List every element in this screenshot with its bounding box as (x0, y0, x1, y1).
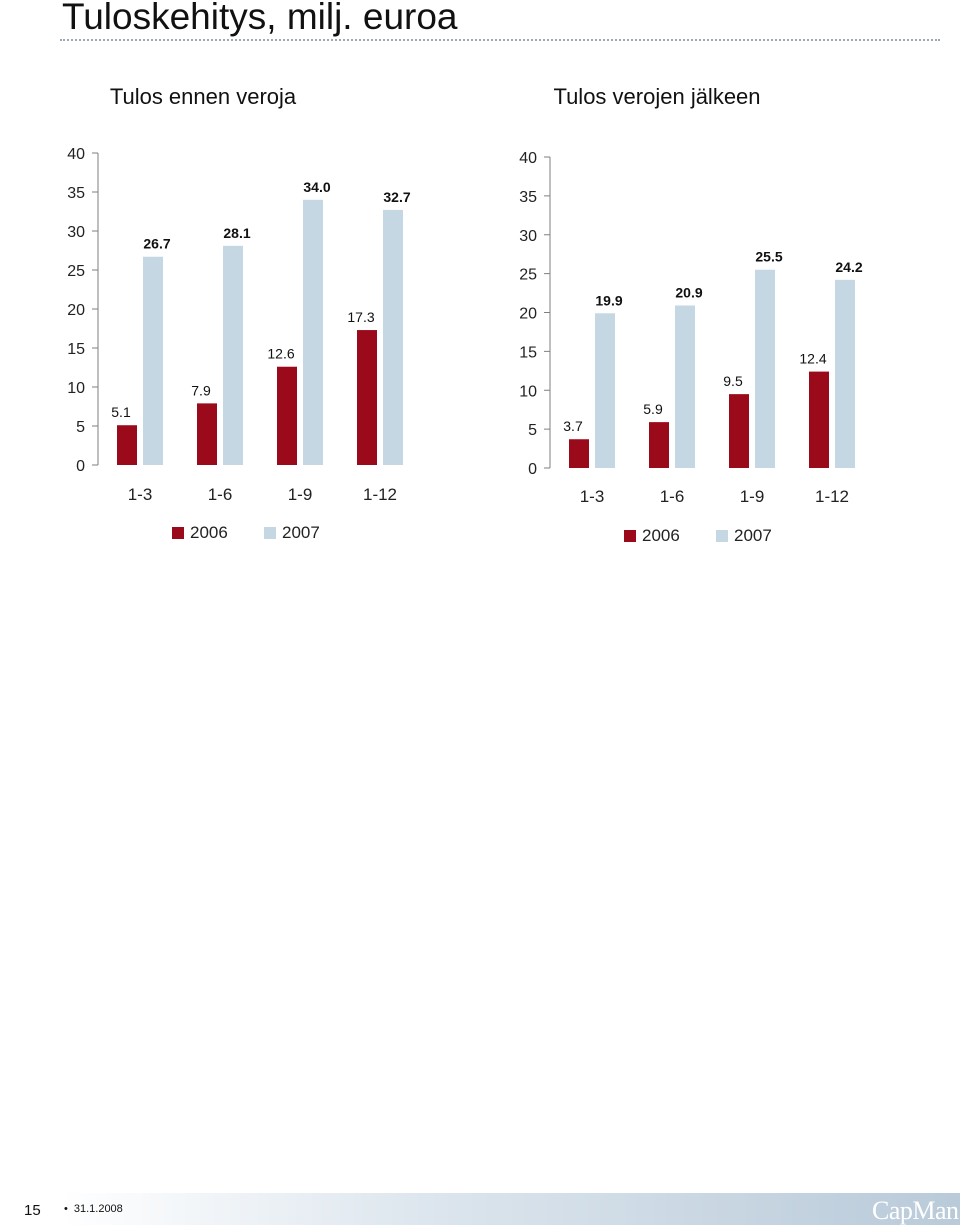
x-tick-label: 1-12 (815, 487, 849, 506)
y-tick-label: 20 (67, 302, 85, 319)
data-label: 7.9 (191, 382, 211, 398)
data-label: 28.1 (223, 225, 250, 241)
bar-2006-1-6 (649, 422, 669, 468)
data-label: 5.9 (643, 401, 663, 417)
y-tick-label: 40 (519, 150, 537, 167)
data-label: 5.1 (111, 404, 131, 420)
y-tick-label: 15 (519, 344, 537, 361)
bar-2006-1-9 (729, 394, 749, 468)
data-label: 12.6 (267, 346, 294, 362)
y-tick-label: 5 (76, 419, 85, 436)
chart-tulos-ennen-veroja: Tulos ennen veroja 0 5 10 15 20 25 30 35 40 5.1 26.… (67, 84, 411, 542)
data-label: 24.2 (835, 259, 862, 275)
y-tick-label: 35 (67, 185, 85, 202)
footer-bar (62, 1193, 960, 1225)
data-label: 20.9 (675, 285, 702, 301)
chart-tulos-verojen-jalkeen: Tulos verojen jälkeen 0 5 10 15 20 25 30 35 40 3.7… (519, 84, 863, 545)
y-tick-label: 0 (528, 461, 537, 478)
y-tick-label: 10 (519, 383, 537, 400)
x-tick-label: 1-12 (363, 485, 397, 504)
bar-2007-1-12 (383, 209, 403, 465)
legend-label-2006: 2006 (642, 526, 680, 545)
page-title: Tuloskehitys, milj. euroa (62, 0, 458, 37)
bar-2006-1-9 (277, 366, 297, 465)
data-label: 9.5 (723, 373, 743, 389)
legend-swatch-2006 (172, 527, 184, 539)
y-tick-label: 25 (67, 263, 85, 280)
y-tick-label: 20 (519, 306, 537, 323)
y-tick-label: 40 (67, 146, 85, 163)
page-number: 15 (24, 1202, 41, 1219)
y-tick-label: 0 (76, 458, 85, 475)
legend-swatch-2006 (624, 530, 636, 542)
x-tick-label: 1-3 (128, 485, 153, 504)
data-label: 26.7 (143, 236, 170, 252)
bar-2007-1-3 (595, 313, 615, 468)
bar-2007-1-9 (303, 199, 323, 466)
footer-date: 31.1.2008 (64, 1203, 123, 1215)
title-divider (60, 39, 940, 41)
data-label: 32.7 (383, 189, 410, 205)
data-label: 12.4 (799, 351, 826, 367)
bar-2007-1-12 (835, 279, 855, 468)
data-label: 34.0 (303, 179, 330, 195)
bar-2007-1-9 (755, 269, 775, 468)
chart-title: Tulos verojen jälkeen (553, 84, 760, 109)
bar-2006-1-3 (569, 439, 589, 468)
data-label: 17.3 (347, 309, 374, 325)
x-tick-label: 1-9 (740, 487, 765, 506)
legend-label-2006: 2006 (190, 523, 228, 542)
data-label: 25.5 (755, 249, 782, 265)
y-tick-label: 5 (528, 422, 537, 439)
data-label: 19.9 (595, 292, 622, 308)
chart-title: Tulos ennen veroja (110, 84, 297, 109)
x-tick-label: 1-6 (660, 487, 685, 506)
x-tick-label: 1-9 (288, 485, 313, 504)
footer: 15 31.1.2008 CapMan (0, 596, 960, 1225)
legend-swatch-2007 (716, 530, 728, 542)
bar-2007-1-6 (223, 245, 243, 465)
bar-2006-1-3 (117, 425, 137, 465)
y-tick-label: 30 (67, 224, 85, 241)
bar-2007-1-6 (675, 305, 695, 468)
capman-logo: CapMan (872, 1196, 959, 1225)
bar-2007-1-3 (143, 256, 163, 465)
data-label: 3.7 (563, 418, 583, 434)
bar-2006-1-12 (357, 330, 377, 465)
y-tick-label: 35 (519, 189, 537, 206)
y-tick-label: 30 (519, 228, 537, 245)
x-tick-label: 1-3 (580, 487, 605, 506)
y-tick-label: 15 (67, 341, 85, 358)
legend-label-2007: 2007 (734, 526, 772, 545)
y-tick-label: 25 (519, 267, 537, 284)
x-tick-label: 1-6 (208, 485, 233, 504)
bar-2006-1-6 (197, 403, 217, 465)
legend-swatch-2007 (264, 527, 276, 539)
legend-label-2007: 2007 (282, 523, 320, 542)
bar-2006-1-12 (809, 371, 829, 468)
y-tick-label: 10 (67, 380, 85, 397)
